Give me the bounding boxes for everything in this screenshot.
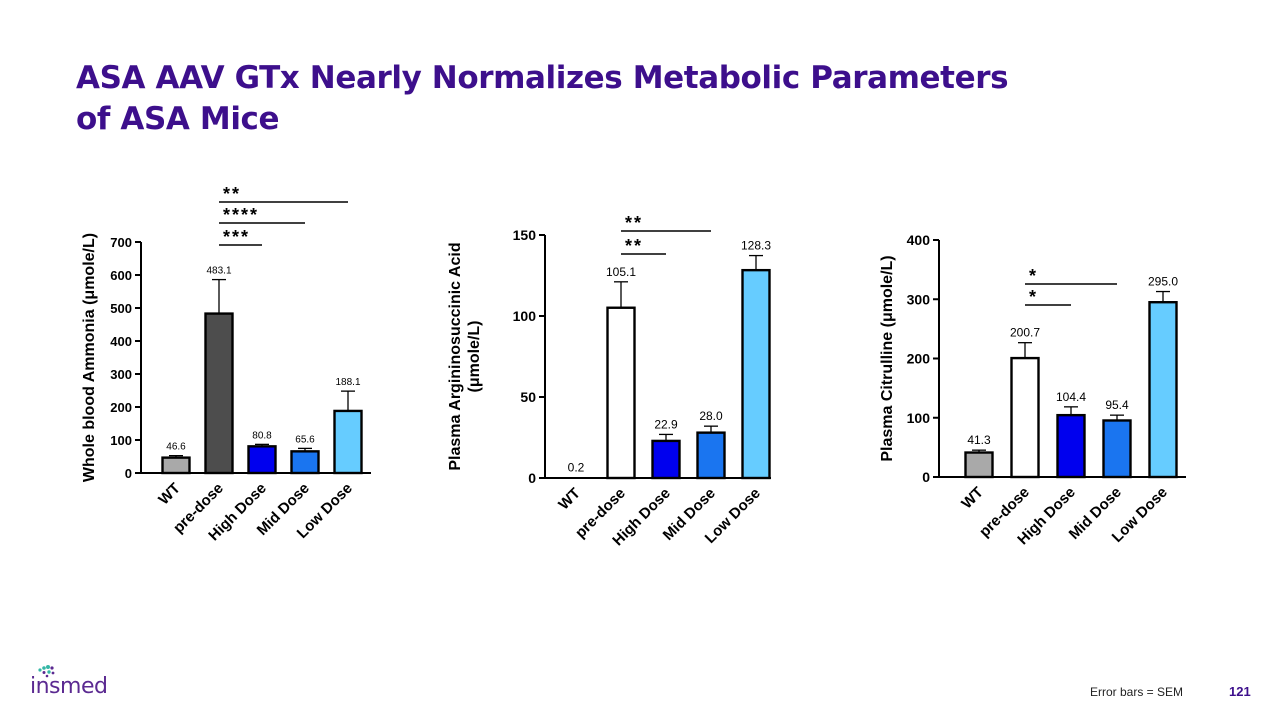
slide-title: ASA AAV GTx Nearly Normalizes Metabolic … bbox=[76, 58, 1076, 140]
citrulline-chart: 0 100 200 300 400 Plasma Citrulline (μmole/L)… bbox=[879, 232, 1186, 548]
y-tick-label: 600 bbox=[110, 268, 132, 283]
bar-mid-dose bbox=[696, 431, 726, 480]
value-label: 104.4 bbox=[1056, 390, 1086, 404]
bar-pre-dose bbox=[204, 312, 234, 475]
y-tick-label: 150 bbox=[513, 227, 537, 243]
significance-marker: ** bbox=[223, 184, 241, 204]
significance-marker: **** bbox=[223, 205, 259, 225]
asa-chart: 0 50 100 150 Plasma Argininosuccinic Acid (μm… bbox=[447, 213, 771, 549]
bar-low-dose bbox=[333, 409, 363, 475]
value-label: 46.6 bbox=[166, 442, 186, 453]
significance-marker: ** bbox=[625, 236, 643, 256]
value-label: 95.4 bbox=[1105, 398, 1129, 412]
y-tick-label: 100 bbox=[907, 410, 931, 426]
bar-mid-dose bbox=[1102, 419, 1132, 479]
significance-marker: * bbox=[1029, 266, 1038, 286]
logo-dots-icon bbox=[38, 665, 55, 678]
value-label: 200.7 bbox=[1010, 326, 1040, 340]
bar-high-dose bbox=[1056, 413, 1086, 479]
y-tick-label: 100 bbox=[110, 433, 132, 448]
x-tick-label: WT bbox=[555, 485, 584, 514]
y-tick-label: 300 bbox=[110, 367, 132, 382]
y-axis-label-line: Plasma Argininosuccinic Acid bbox=[447, 242, 464, 470]
bar-wt bbox=[161, 456, 191, 475]
y-axis-label: Plasma Citrulline (μmole/L) bbox=[879, 255, 896, 461]
logo-wordmark: insmed bbox=[30, 674, 108, 699]
value-label: 41.3 bbox=[967, 433, 991, 447]
value-label: 28.0 bbox=[699, 409, 723, 423]
ammonia-chart: 0 100 200 300 400 500 600 700 Whole blood Ammoni… bbox=[81, 184, 371, 544]
bar-pre-dose bbox=[1010, 356, 1040, 479]
y-tick-label: 200 bbox=[907, 351, 931, 367]
y-tick-label: 500 bbox=[110, 301, 132, 316]
page-number: 121 bbox=[1229, 684, 1251, 699]
y-tick-label: 0 bbox=[922, 469, 930, 485]
error-bars-note: Error bars = SEM bbox=[1090, 685, 1184, 699]
bar-mid-dose bbox=[290, 450, 320, 475]
insmed-logo: insmed bbox=[30, 664, 130, 704]
y-axis-label-line: (μmole/L) bbox=[466, 320, 483, 392]
y-tick-label: 0 bbox=[528, 470, 536, 486]
y-tick-label: 700 bbox=[110, 235, 132, 250]
value-label: 80.8 bbox=[252, 430, 272, 441]
y-tick-label: 200 bbox=[110, 400, 132, 415]
significance-marker: *** bbox=[223, 227, 250, 247]
value-label: 188.1 bbox=[335, 377, 360, 388]
y-tick-label: 300 bbox=[907, 291, 931, 307]
value-label: 105.1 bbox=[606, 265, 636, 279]
significance-marker: * bbox=[1029, 287, 1038, 307]
title-line-1: ASA AAV GTx Nearly Normalizes Metabolic … bbox=[76, 60, 1009, 96]
value-label: 22.9 bbox=[654, 417, 678, 431]
value-label: 128.3 bbox=[741, 239, 771, 253]
bar-high-dose bbox=[247, 445, 277, 475]
y-axis-label: Whole blood Ammonia (μmole/L) bbox=[81, 233, 98, 482]
value-label: 65.6 bbox=[295, 434, 315, 445]
x-tick-label: WT bbox=[958, 484, 987, 513]
bar-high-dose bbox=[651, 439, 681, 480]
bar-wt bbox=[964, 451, 994, 479]
bar-low-dose bbox=[1148, 301, 1178, 479]
value-label: 295.0 bbox=[1148, 275, 1178, 289]
bar-pre-dose bbox=[606, 306, 636, 480]
value-label: 483.1 bbox=[206, 266, 231, 277]
significance-marker: ** bbox=[625, 213, 643, 233]
y-axis-label: Plasma Argininosuccinic Acid (μmole/L) bbox=[447, 242, 483, 470]
y-tick-label: 0 bbox=[125, 466, 132, 481]
value-label: 0.2 bbox=[568, 461, 585, 475]
y-tick-label: 100 bbox=[513, 308, 537, 324]
y-tick-label: 400 bbox=[907, 232, 931, 248]
y-tick-label: 400 bbox=[110, 334, 132, 349]
y-tick-label: 50 bbox=[520, 389, 536, 405]
x-tick-label: WT bbox=[155, 480, 184, 509]
bar-low-dose bbox=[741, 268, 771, 480]
title-line-2: of ASA Mice bbox=[76, 101, 280, 137]
